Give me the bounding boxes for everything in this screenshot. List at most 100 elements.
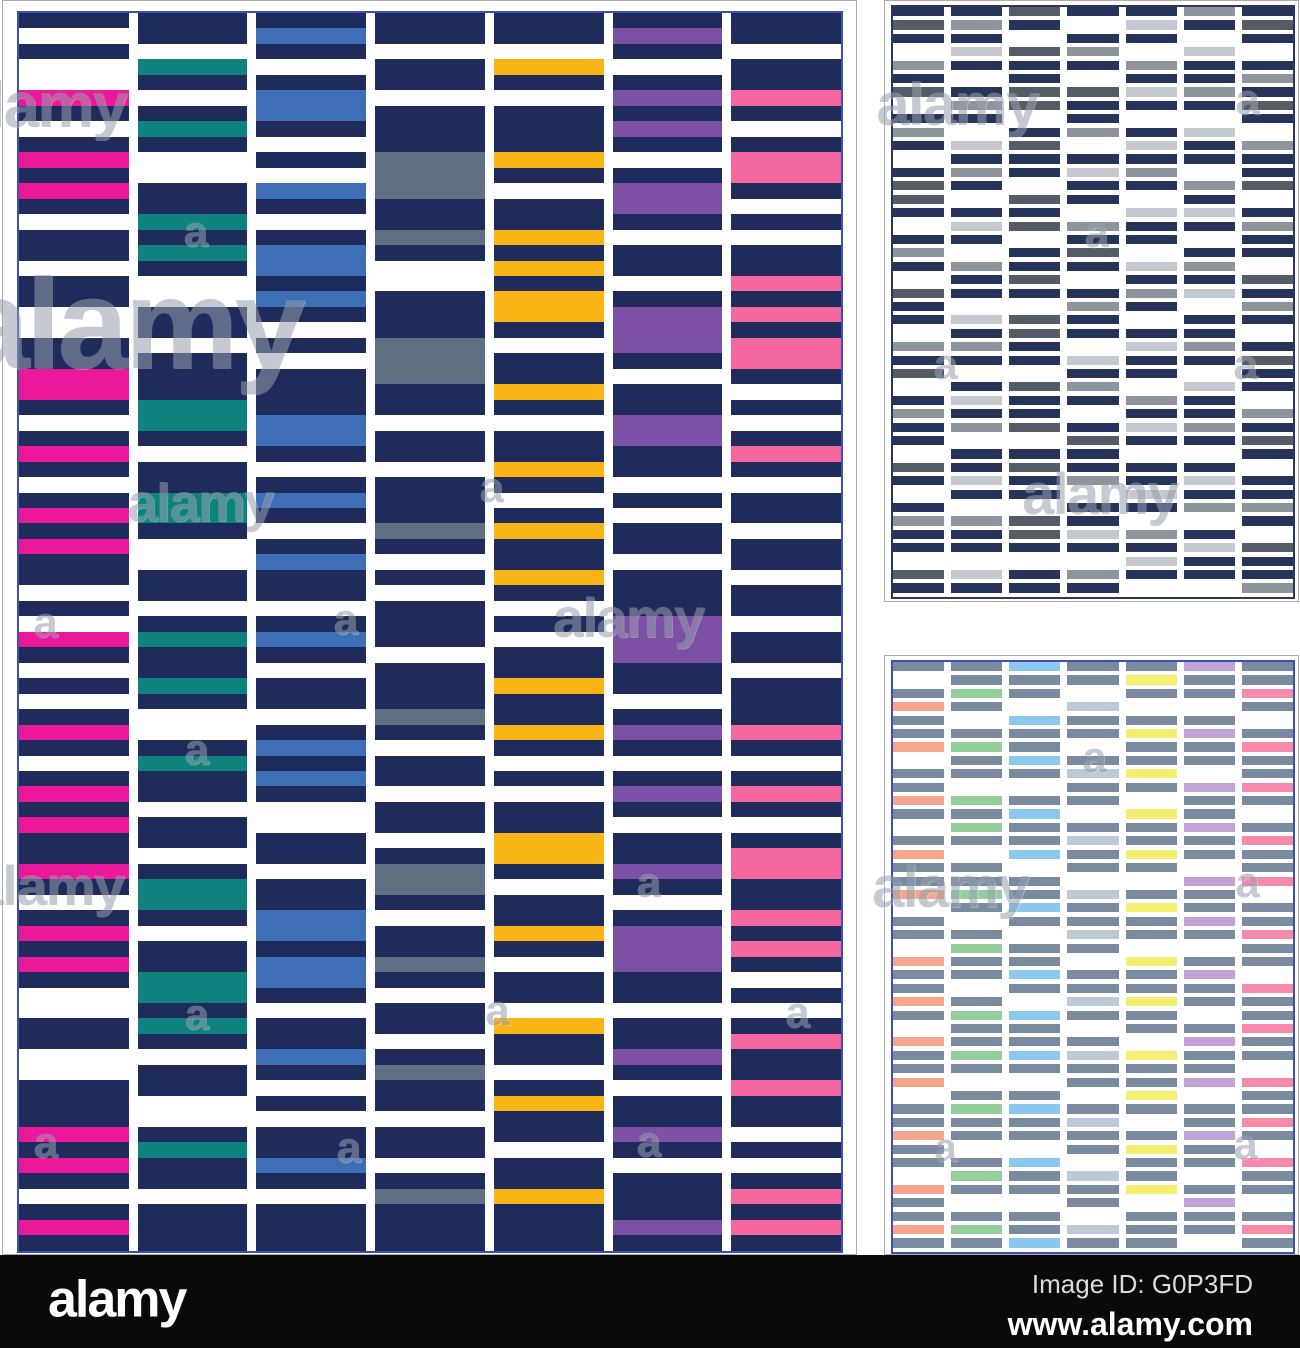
stripe-cell [1125,275,1177,289]
stripe-cell [951,275,1003,289]
stripe-cell [256,786,367,802]
stripe-cell [951,702,1003,716]
stripe-cell [1241,1050,1293,1065]
stripe-cell [1125,836,1177,850]
stripe-cell [375,817,485,833]
stripe-cell [1241,167,1293,182]
stripe-cell [137,13,248,29]
stripe-cell [375,786,485,802]
stripe-cell [893,1184,945,1199]
stripe-cell [1009,1117,1061,1132]
stripe-cell [1009,1010,1061,1024]
stripe-cell [493,910,604,926]
stripe-cell [951,836,1003,850]
stripe-cell [612,1219,723,1236]
stripe-cell [731,647,842,663]
stripe-cell [375,353,485,369]
stripe-cell [951,47,1003,61]
stripe-cell [1067,436,1119,450]
stripe-cell [612,245,723,261]
stripe-cell [1241,422,1293,436]
stripe-cell [19,152,129,168]
stripe-cell [893,194,945,209]
stripe-cell [493,1033,604,1050]
stripe-cell [1241,836,1293,850]
stripe-cell [893,154,945,168]
stripe-cell [256,28,367,44]
stripe-cell [1241,114,1293,128]
stripe-cell [1241,688,1293,703]
stripe-cell [612,770,723,787]
stripe-cell [1183,328,1235,343]
stripe-cell [731,925,842,942]
stripe-cell [893,234,945,249]
stripe-cell [493,183,604,199]
stripe-cell [1009,556,1061,571]
stripe-cell [19,461,129,478]
stripe-cell [19,1111,129,1127]
stripe-cell [1067,543,1119,557]
stripe-cell [1125,248,1177,262]
stripe-cell [1183,583,1235,597]
stripe-cell [1125,1225,1177,1239]
stripe-cell [893,997,945,1011]
stripe-cell [951,729,1003,743]
stripe-cell [256,523,367,539]
stripe-cell [1125,342,1177,356]
stripe-cell [1241,342,1293,356]
stripe-cell [612,1126,723,1143]
stripe-cell [493,538,604,555]
stripe-cell [256,755,367,771]
stripe-cell [1125,863,1177,877]
stripe-cell [19,183,129,199]
stripe-cell [1241,234,1293,249]
stripe-cell [1067,796,1119,810]
stripe-cell [1009,409,1061,423]
stripe-cell [612,1157,723,1174]
stripe-cell [1125,114,1177,128]
stripe-cell [1125,1171,1177,1185]
stripe-cell [893,342,945,356]
stripe-cell [893,449,945,463]
stripe-cell [1125,1064,1177,1078]
stripe-cell [137,1142,248,1158]
stripe-cell [19,925,129,942]
stripe-cell [612,925,723,942]
stripe-cell [612,1111,723,1127]
stripe-cell [1241,1144,1293,1159]
stripe-cell [137,1049,248,1065]
stripe-cell [1241,729,1293,743]
stripe-cell [893,1091,945,1105]
stripe-cell [951,181,1003,195]
stripe-cell [612,399,723,416]
stripe-cell [1125,449,1177,463]
stripe-cell [1125,583,1177,597]
stripe-cell [1125,7,1177,21]
stripe-cell [731,214,842,230]
stripe-cell [951,956,1003,971]
stripe-cell [137,28,248,44]
stripe-cell [256,925,367,942]
stripe-cell [1009,1211,1061,1226]
stripe-cell [256,585,367,601]
stripe-cell [137,554,248,570]
stripe-cell [1067,74,1119,88]
stripe-cell [137,322,248,338]
stripe-cell [893,1211,945,1226]
stripe-cell [256,600,367,617]
stripe-cell [1009,1131,1061,1145]
stripe-cell [256,13,367,29]
stripe-cell [375,121,485,137]
monochrome-artwork-card [884,0,1299,602]
stripe-cell [1067,1225,1119,1239]
stripe-cell [256,415,367,431]
stripe-cell [1009,1037,1061,1051]
stripe-cell [1183,516,1235,530]
stripe-cell [493,28,604,44]
stripe-cell [19,554,129,570]
stripe-cell [375,569,485,586]
stripe-cell [731,121,842,137]
stripe-cell [493,291,604,307]
stripe-cell [893,382,945,396]
stripe-cell [19,662,129,679]
